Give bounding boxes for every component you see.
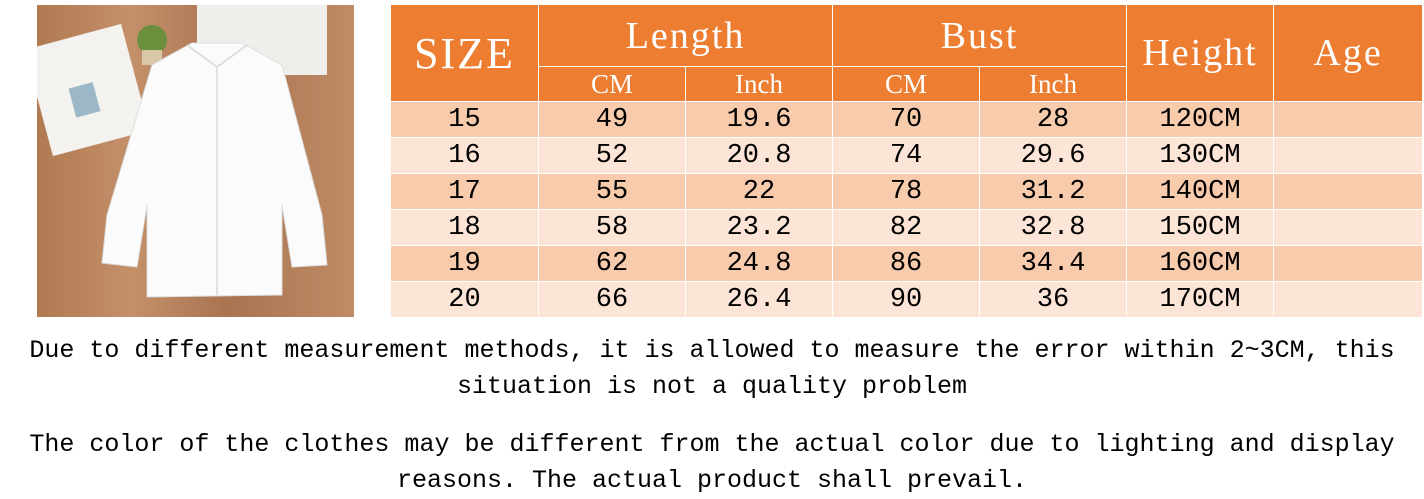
cell-bust-cm: 90: [832, 281, 981, 318]
table-row: 18 58 23.2 82 32.8 150CM: [390, 209, 1424, 246]
cell-size: 17: [390, 173, 539, 210]
cell-bust-inch: 34.4: [979, 245, 1128, 282]
cell-length-inch: 20.8: [684, 137, 834, 174]
cell-length-cm: 49: [538, 101, 686, 138]
cell-length-cm: 62: [538, 245, 686, 282]
cell-bust-cm: 70: [832, 101, 981, 138]
cell-height: 140CM: [1126, 173, 1275, 210]
cell-bust-inch: 28: [979, 101, 1128, 138]
cell-bust-cm: 74: [832, 137, 981, 174]
color-note: The color of the clothes may be differen…: [29, 430, 1395, 495]
header-length-inch: Inch: [684, 66, 834, 102]
table-row: 16 52 20.8 74 29.6 130CM: [390, 137, 1424, 174]
cell-age: [1273, 101, 1424, 138]
cell-length-inch: 19.6: [684, 101, 834, 138]
cell-size: 19: [390, 245, 539, 282]
cell-height: 130CM: [1126, 137, 1275, 174]
header-bust: Bust: [832, 4, 1128, 67]
cell-length-inch: 26.4: [684, 281, 834, 318]
cell-length-inch: 23.2: [684, 209, 834, 246]
cell-height: 160CM: [1126, 245, 1275, 282]
header-length: Length: [537, 4, 834, 67]
white-blouse-photo-icon: [37, 5, 328, 298]
cell-height: 150CM: [1126, 209, 1275, 246]
header-length-cm: CM: [538, 66, 686, 102]
cell-age: [1273, 281, 1424, 318]
cell-age: [1273, 173, 1424, 210]
table-row: 20 66 26.4 90 36 170CM: [390, 281, 1424, 318]
cell-bust-cm: 82: [832, 209, 981, 246]
cell-length-cm: 58: [538, 209, 686, 246]
cell-bust-inch: 29.6: [979, 137, 1128, 174]
cell-bust-inch: 31.2: [979, 173, 1128, 210]
table-row: 15 49 19.6 70 28 120CM: [390, 101, 1424, 138]
cell-bust-cm: 86: [832, 245, 981, 282]
cell-size: 18: [390, 209, 539, 246]
table-row: 17 55 22 78 31.2 140CM: [390, 173, 1424, 210]
cell-bust-cm: 78: [832, 173, 981, 210]
table-row: 19 62 24.8 86 34.4 160CM: [390, 245, 1424, 282]
cell-length-cm: 52: [538, 137, 686, 174]
cell-length-inch: 22: [684, 173, 834, 210]
cell-length-cm: 55: [538, 173, 686, 210]
cell-size: 20: [390, 281, 539, 318]
cell-height: 120CM: [1126, 101, 1275, 138]
cell-bust-inch: 36: [979, 281, 1128, 318]
cell-size: 15: [390, 101, 539, 138]
cell-length-inch: 24.8: [684, 245, 834, 282]
cell-height: 170CM: [1126, 281, 1275, 318]
cell-bust-inch: 32.8: [979, 209, 1128, 246]
header-size: SIZE: [390, 4, 539, 102]
cell-age: [1273, 137, 1424, 174]
header-bust-inch: Inch: [979, 66, 1128, 102]
header-bust-cm: CM: [832, 66, 981, 102]
product-photo: [37, 5, 354, 317]
cell-length-cm: 66: [538, 281, 686, 318]
cell-age: [1273, 245, 1424, 282]
cell-size: 16: [390, 137, 539, 174]
size-chart-table: SIZE Length Bust Height Age CM Inch CM I…: [390, 4, 1424, 318]
cell-age: [1273, 209, 1424, 246]
measurement-note: Due to different measurement methods, it…: [29, 336, 1395, 401]
header-age: Age: [1273, 4, 1424, 102]
header-height: Height: [1126, 4, 1275, 102]
